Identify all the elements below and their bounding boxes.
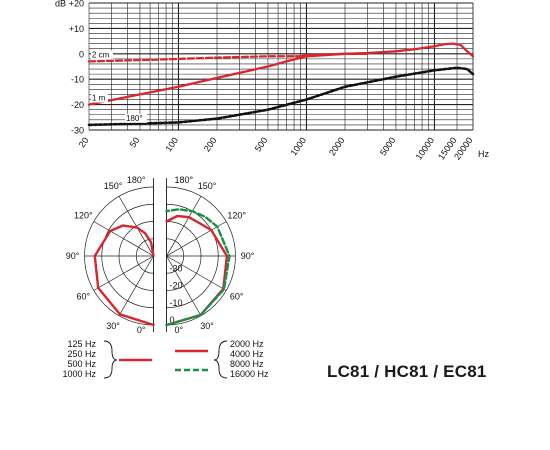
x-tick-label: 100 (163, 135, 180, 153)
series-line (87, 66, 475, 127)
y-tick-label: +10 (69, 24, 84, 34)
y-tick-label: -20 (71, 100, 84, 110)
legend-freq-left: 1000 Hz (62, 369, 96, 379)
polar-series (93, 224, 155, 327)
radial-tick-label: -30 (170, 263, 183, 273)
polar-left-half: 180° 150° 120° 90° 60° 30° 0° (66, 175, 154, 335)
polar-angle-label: 90° (66, 251, 80, 261)
product-title: LC81 / HC81 / EC81 (327, 362, 487, 381)
polar-angle-label: 30° (200, 321, 214, 331)
polar-spoke (118, 196, 154, 257)
polar-pattern-chart: 180° 150° 120° 90° 60° 30° 0° 180° 150° 120° 90° 60… (66, 175, 255, 335)
polar-series (165, 208, 231, 327)
legend-freq-left: 500 Hz (67, 359, 96, 369)
polar-angle-label: 60° (230, 292, 244, 302)
legend-freq-right: 2000 Hz (230, 339, 264, 349)
legend-freq-left: 125 Hz (67, 339, 96, 349)
polar-spoke (166, 255, 202, 316)
polar-angle-label: 180° (175, 175, 194, 185)
legend-freq-right: 4000 Hz (230, 349, 264, 359)
series-line (87, 52, 369, 106)
x-tick-label: 10000 (414, 135, 437, 161)
polar-angle-label: 0° (137, 325, 146, 335)
polar-angle-label: 90° (241, 251, 255, 261)
y-tick-label: -30 (71, 126, 84, 136)
polar-spoke (93, 255, 154, 291)
y-tick-label: -10 (71, 75, 84, 85)
curve-label: 180° (126, 114, 143, 123)
polar-angle-label: 30° (106, 321, 120, 331)
legend-freq-right: 8000 Hz (230, 359, 264, 369)
x-tick-label: 2000 (327, 135, 347, 157)
polar-right-half: 180° 150° 120° 90° 60° 30° 0° (166, 175, 255, 335)
polar-spoke (93, 221, 154, 257)
curve-label: 1 m (92, 94, 106, 103)
x-tick-label: 1000 (288, 135, 308, 157)
legend-freq-right: 16000 Hz (230, 369, 269, 379)
radial-tick-label: -10 (170, 298, 183, 308)
polar-spoke (166, 255, 227, 291)
polar-angle-label: 120° (227, 211, 246, 221)
x-tick-label: 200 (202, 135, 219, 153)
polar-angle-label: 150° (198, 181, 217, 191)
legend-freq-left: 250 Hz (67, 349, 96, 359)
x-tick-label: 500 (253, 135, 270, 153)
polar-angle-label: 150° (104, 181, 123, 191)
polar-angle-label: 180° (127, 175, 146, 185)
frequency-response-chart: +20 +10 0 -10 -20 -30 dB 20 50 100 200 500 1000 2000 5… (55, 0, 489, 162)
curve-label-bg (91, 93, 108, 103)
radial-tick-label: 0 (170, 315, 175, 325)
polar-angle-label: 120° (74, 211, 93, 221)
y-tick-label: +20 (69, 0, 84, 9)
curve-label-bg (125, 113, 147, 123)
x-tick-label: 5000 (378, 135, 398, 157)
x-axis-label: Hz (478, 149, 489, 159)
x-tick-label: 20 (77, 135, 91, 149)
y-axis-label: dB (55, 0, 66, 9)
x-tick-label: 50 (128, 135, 142, 149)
series-line (87, 55, 302, 63)
polar-spoke (166, 196, 202, 257)
curve-label-bg (91, 50, 113, 60)
polar-spoke (118, 255, 154, 316)
polar-angle-label: 0° (175, 325, 184, 335)
polar-angle-label: 60° (77, 292, 91, 302)
radial-tick-label: -20 (170, 281, 183, 291)
curve-label: 2 cm (92, 50, 110, 59)
legend-brace-left (103, 340, 118, 379)
y-tick-label: 0 (79, 49, 84, 59)
legend-brace-right (213, 340, 228, 379)
